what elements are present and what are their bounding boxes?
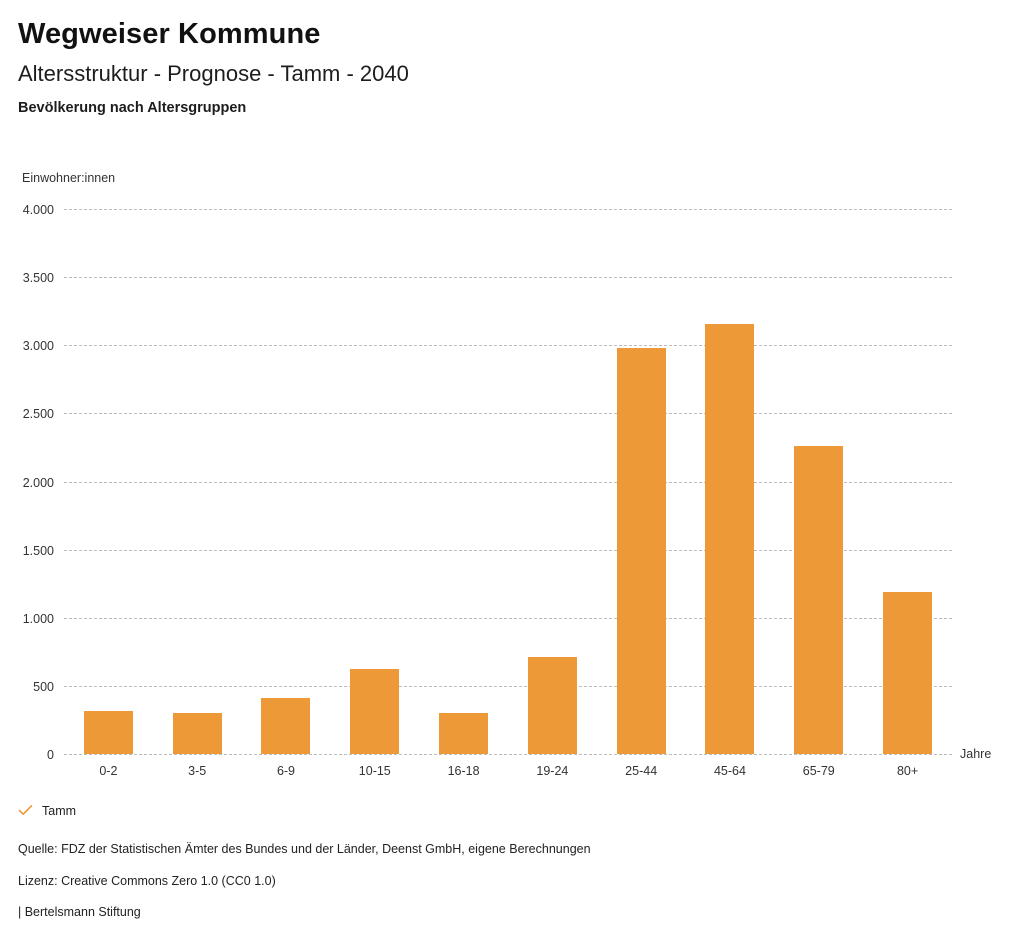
check-icon xyxy=(18,803,33,818)
y-axis-tick-label: 3.000 xyxy=(22,339,54,354)
bar-chart: 0 500 1.000 1.500 2.000 2.500 3.000 3.500 4.000 … xyxy=(23,203,992,778)
gridline: 4.000 xyxy=(23,203,952,217)
bar-group: 19-24 xyxy=(508,209,597,778)
bar[interactable] xyxy=(261,697,311,754)
y-axis-tick-label: 0 xyxy=(47,748,54,762)
y-axis-title: Einwohner:innen xyxy=(22,171,116,185)
legend-item-label: Tamm xyxy=(42,803,77,818)
footer-line: Lizenz: Creative Commons Zero 1.0 (CC0 1… xyxy=(18,873,276,888)
bar[interactable] xyxy=(794,446,844,754)
bar-group: 10-15 xyxy=(330,209,419,778)
x-axis-tick-label: 16-18 xyxy=(447,764,480,778)
gridline: 3.000 xyxy=(23,339,952,353)
x-axis-tick-label: 10-15 xyxy=(358,764,391,778)
gridline: 1.500 xyxy=(23,544,952,558)
footer: Quelle: FDZ der Statistischen Ämter des … xyxy=(18,843,978,938)
y-axis-tick-label: 4.000 xyxy=(22,203,54,217)
page-title: Wegweiser Kommune xyxy=(18,18,321,50)
gridline: 2.000 xyxy=(23,476,952,490)
plot-area: 0 500 1.000 1.500 2.000 2.500 3.000 3.500 4.000 … xyxy=(23,203,992,778)
gridline: 500 xyxy=(33,680,952,694)
bar[interactable] xyxy=(172,712,222,754)
x-axis-tick-label: 45-64 xyxy=(713,764,746,778)
x-axis-tick-label: 25-44 xyxy=(625,764,658,778)
legend[interactable]: Tamm xyxy=(18,803,76,818)
x-axis-tick-label: 6-9 xyxy=(276,764,296,778)
bar-group: 80+ xyxy=(863,209,952,778)
header: Wegweiser Kommune Altersstruktur - Progn… xyxy=(0,0,1024,116)
chart-subtitle: Altersstruktur - Prognose - Tamm - 2040 xyxy=(18,61,409,87)
y-axis-tick-label: 500 xyxy=(33,679,54,694)
y-axis-tick-label: 2.000 xyxy=(22,475,54,490)
bar[interactable] xyxy=(350,668,400,754)
bar-group: 25-44 xyxy=(597,209,686,778)
bar[interactable] xyxy=(83,710,133,754)
x-axis-tick-label: 0-2 xyxy=(99,764,118,778)
x-axis-tick-label: 65-79 xyxy=(802,764,835,778)
gridline: 2.500 xyxy=(23,407,952,421)
y-axis-tick-label: 2.500 xyxy=(22,407,54,422)
x-axis-tick-label: 19-24 xyxy=(536,764,569,778)
bar-group: 3-5 xyxy=(153,209,242,778)
gridline: 3.500 xyxy=(23,271,952,285)
gridline: 1.000 xyxy=(23,612,952,626)
footer-line: Quelle: FDZ der Statistischen Ämter des … xyxy=(18,842,591,856)
footer-line: | Bertelsmann Stiftung xyxy=(18,905,141,919)
bar[interactable] xyxy=(883,591,933,754)
bar[interactable] xyxy=(527,656,577,754)
y-axis-tick-label: 1.500 xyxy=(22,543,54,558)
bar[interactable] xyxy=(439,712,489,754)
x-axis-tick-label: 80+ xyxy=(896,764,919,778)
x-axis-tick-label: 3-5 xyxy=(188,764,207,778)
x-axis-title: Jahre xyxy=(960,747,992,761)
bar-group: 65-79 xyxy=(774,209,863,778)
bar[interactable] xyxy=(616,348,666,754)
y-axis-tick-label: 3.500 xyxy=(22,271,54,286)
bar-group: 16-18 xyxy=(419,209,508,778)
chart-sub-subtitle: Bevölkerung nach Altersgruppen xyxy=(18,99,247,116)
bar-group: 45-64 xyxy=(686,209,775,778)
bar-group: 6-9 xyxy=(242,209,331,778)
y-axis-tick-label: 1.000 xyxy=(22,611,54,626)
gridline: 0 xyxy=(47,748,952,762)
bar-series-tamm: 0-2 3-5 6-9 10-15 16-18 19-24 25-44 45-64 65-79 8… xyxy=(64,209,952,778)
bar[interactable] xyxy=(705,324,755,754)
bar-group: 0-2 xyxy=(64,209,153,778)
